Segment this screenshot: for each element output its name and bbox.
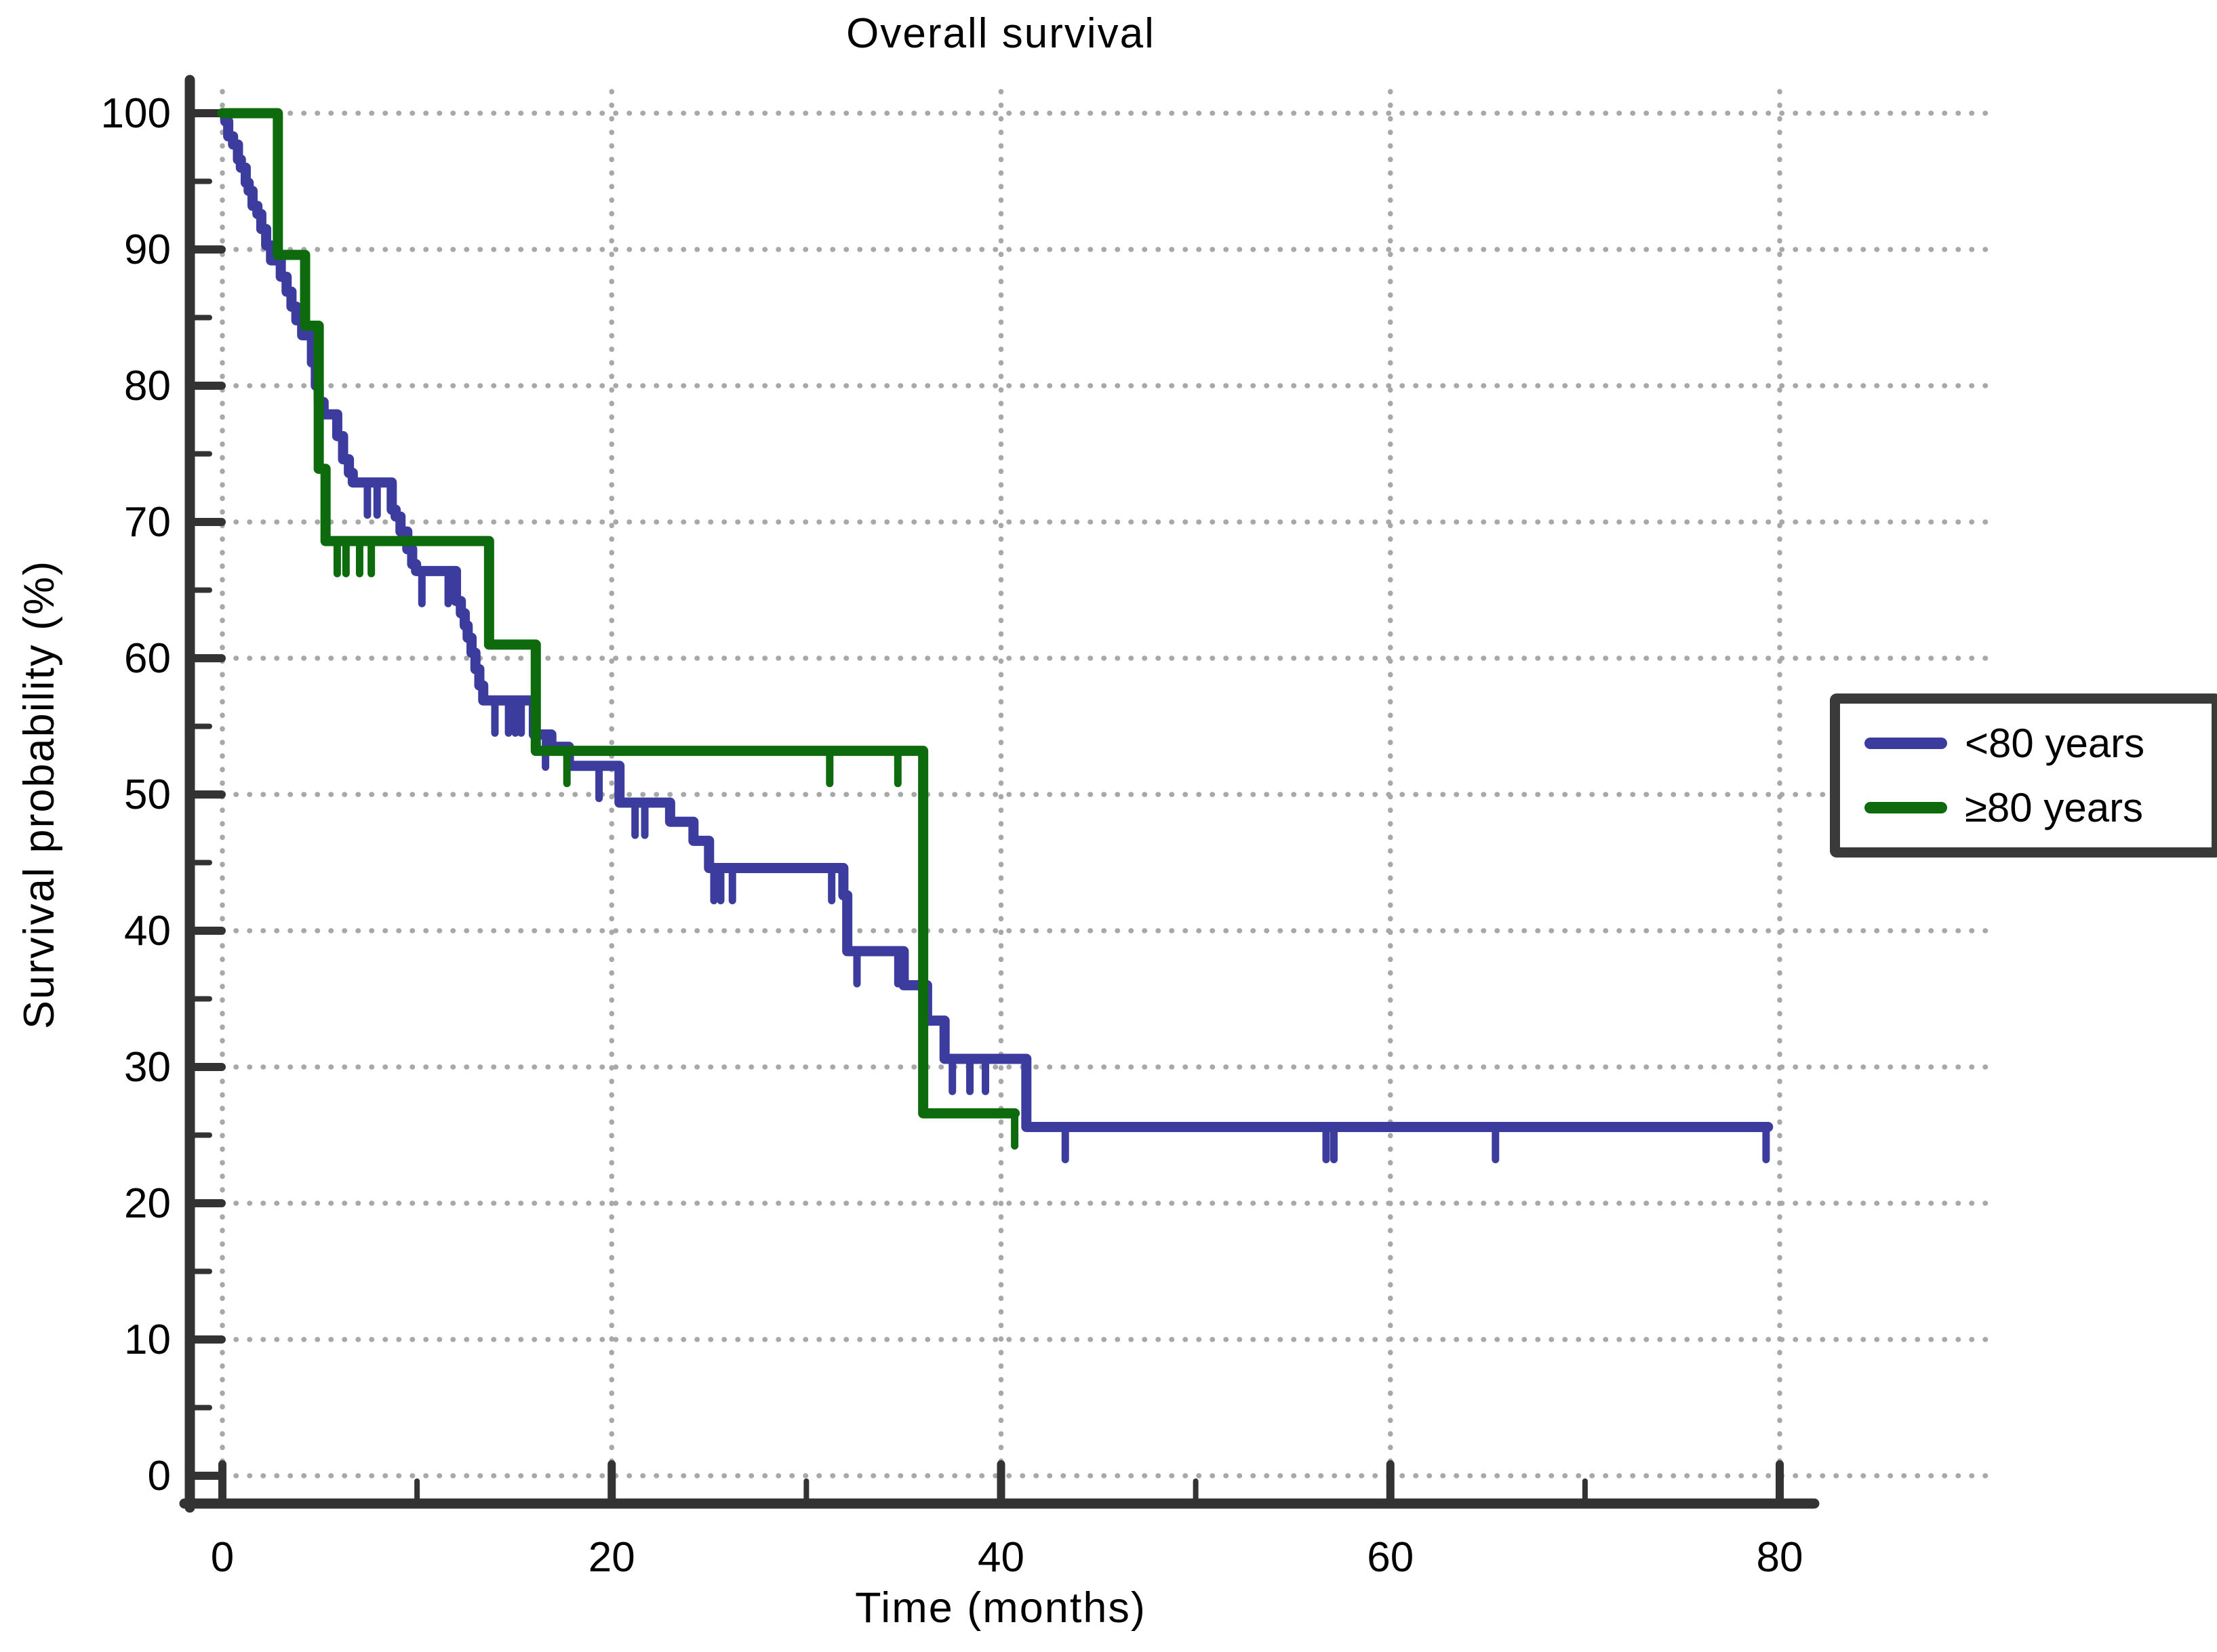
gridline-layer [220,89,1989,1501]
x-tick-label-20: 20 [588,1534,635,1581]
survival-curves-layer [217,108,1774,1163]
y-tick-label-60: 60 [124,635,171,682]
x-axis-title: Time (months) [855,1584,1146,1632]
axis-layer [179,75,1820,1513]
x-tick-label-0: 0 [211,1534,234,1581]
x-tick-label-80: 80 [1757,1534,1803,1581]
page-title: Overall survival [846,10,1155,57]
legend: <80 years ≥80 years [1830,693,2217,858]
y-axis-title: Survival probability (%) [16,559,63,1030]
legend-line-sample-over-80-icon [1864,802,1947,813]
y-tick-label-50: 50 [124,771,171,818]
y-tick-label-20: 20 [124,1180,171,1227]
legend-line-sample-under-80-icon [1864,738,1947,749]
survival-curve-under-80 [217,108,1774,1132]
x-tick-label-60: 60 [1367,1534,1414,1581]
x-tick-label-40: 40 [978,1534,1024,1581]
y-tick-label-0: 0 [148,1453,171,1499]
y-tick-label-40: 40 [124,908,171,954]
y-tick-label-80: 80 [124,363,171,409]
legend-label-under-80: <80 years [1965,721,2145,766]
legend-item-over-80: ≥80 years [1864,784,2212,831]
y-tick-label-70: 70 [124,499,171,546]
y-tick-label-10: 10 [124,1316,171,1363]
y-tick-label-100: 100 [101,90,171,137]
legend-item-under-80: <80 years [1864,720,2212,767]
legend-label-over-80: ≥80 years [1965,785,2144,830]
survival-curve-over-80 [217,108,1020,1119]
y-tick-label-30: 30 [124,1044,171,1091]
y-tick-label-90: 90 [124,226,171,273]
